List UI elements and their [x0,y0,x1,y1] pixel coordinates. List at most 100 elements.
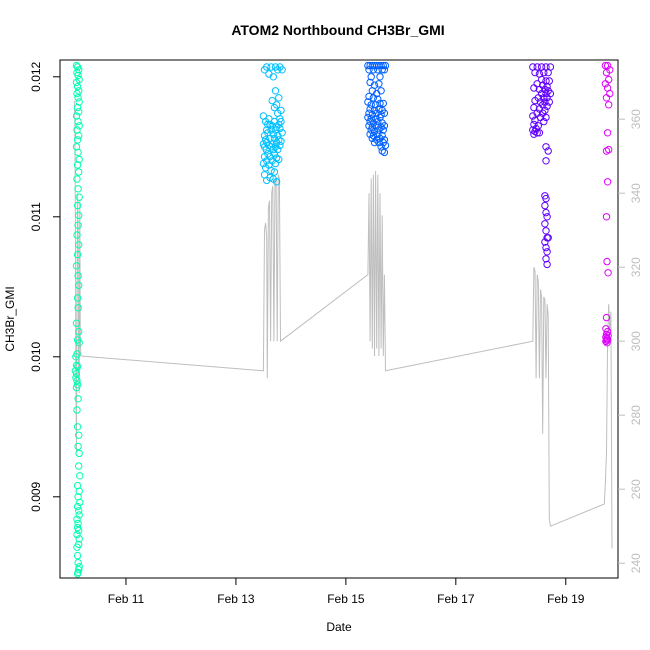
data-point [603,178,612,186]
data-point [544,68,552,77]
data-point [272,178,281,186]
data-point [602,313,611,322]
data-point [75,565,83,574]
data-point [381,141,390,150]
data-point [75,449,83,458]
data-point [278,129,286,137]
data-point [75,462,83,470]
data-point [271,87,280,95]
data-point [365,122,373,130]
y-axis-right: 240 260 280 300 320 340 360 [618,109,643,573]
data-point [262,145,270,154]
data-point [75,487,83,495]
y-tick-label: 0.012 [29,61,43,91]
primary-series-layer [71,61,614,578]
data-point [74,221,82,229]
data-point [368,134,376,143]
data-point [263,63,271,71]
data-point [544,147,552,155]
x-tick-label: Feb 19 [547,592,585,606]
data-point [531,116,539,124]
data-point [75,511,83,519]
data-point [530,103,538,112]
data-point [75,563,83,571]
data-point [73,136,82,144]
x-tick-label: Feb 15 [327,592,365,606]
data-point [73,103,82,112]
data-point [73,362,82,371]
data-point [543,102,551,110]
data-point [278,66,286,74]
data-point [542,243,550,252]
y-tick-label: 0.009 [29,481,43,511]
y2-tick-label: 280 [629,405,643,425]
data-point [268,96,276,105]
data-point [277,117,285,126]
data-point [72,262,81,270]
y2-tick-label: 260 [629,479,643,499]
data-point [543,248,551,256]
x-axis: Feb 11 Feb 13 Feb 15 Feb 17 Feb 19 [108,578,585,606]
y-tick-label: 0.010 [29,341,43,371]
data-point [545,98,553,106]
data-point [366,130,374,138]
data-point [380,122,389,130]
data-point [543,213,551,221]
data-point [540,117,548,126]
data-point [603,61,612,70]
data-point [542,157,550,165]
data-point [544,234,552,242]
data-point [542,194,550,203]
data-point [276,124,284,133]
data-point [380,109,389,117]
data-point [375,126,383,134]
data-point [377,143,385,151]
data-point [365,92,373,101]
series-flight-2 [259,63,286,186]
data-point [602,94,611,102]
data-point [74,148,82,157]
secondary-series-layer [73,100,613,549]
plot-frame [59,59,619,579]
data-point [264,120,272,129]
data-point [73,161,82,169]
data-point [601,61,610,70]
x-tick-label: Feb 13 [217,592,255,606]
data-point [530,120,538,129]
data-point [542,89,550,98]
data-point [602,68,611,77]
data-point [540,68,548,77]
data-point [74,519,82,528]
data-point [379,126,387,134]
data-point [75,241,83,249]
y2-tick-label: 320 [629,257,643,277]
data-point [73,82,82,91]
data-point [531,96,539,105]
series-flight-1 [71,61,84,578]
data-point [277,137,285,145]
data-point [531,68,539,77]
data-point [73,201,82,210]
data-point [73,89,81,98]
data-point [75,431,83,439]
data-point [73,175,81,183]
data-point [271,159,280,168]
data-point [367,73,375,81]
data-point [72,319,81,327]
data-point [270,103,279,112]
data-point [542,255,550,263]
y2-tick-label: 240 [629,553,643,573]
data-point [365,66,373,74]
data-point [263,176,271,185]
data-point [75,193,83,201]
y2-tick-label: 300 [629,331,643,351]
data-point [379,99,387,108]
data-point [74,395,82,403]
data-point [72,369,81,378]
y2-tick-label: 340 [629,183,643,203]
data-point [75,131,83,140]
data-point [376,73,384,81]
data-point [378,66,386,74]
data-point [74,71,82,80]
secondary-series-line [73,100,613,549]
